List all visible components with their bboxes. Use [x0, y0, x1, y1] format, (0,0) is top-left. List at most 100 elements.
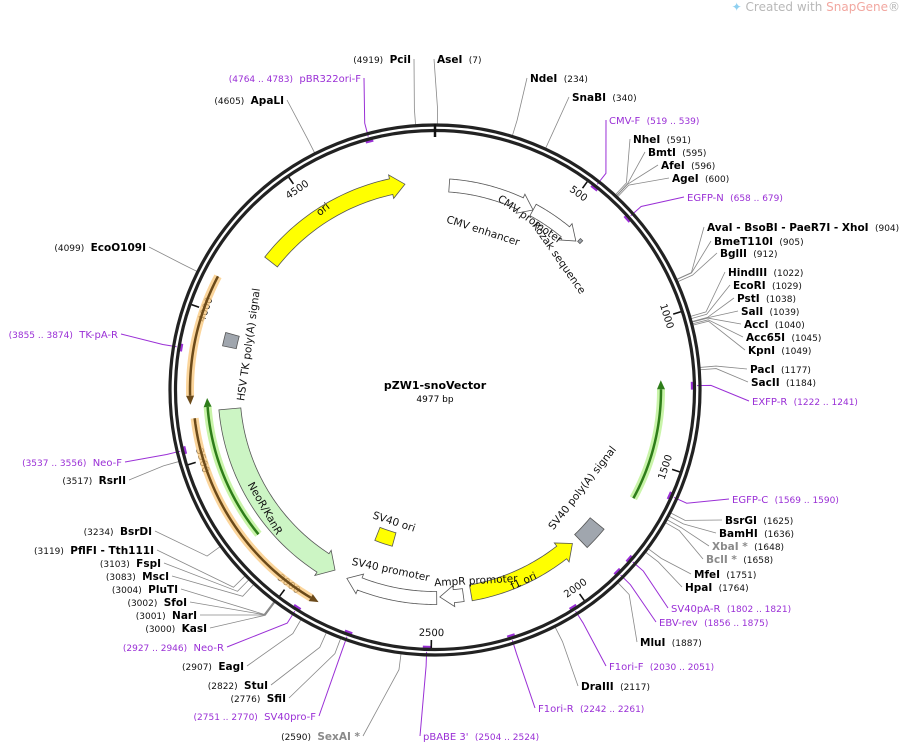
site-position: (912)	[753, 250, 777, 260]
site-name: PluTI	[148, 584, 178, 596]
feature-cmv-promoter[interactable]	[529, 203, 577, 242]
site-name: EXFP-R	[752, 397, 787, 408]
feature-segment[interactable]	[629, 380, 665, 501]
restriction-site-label[interactable]: (4919) PciI	[353, 54, 411, 66]
restriction-site-label[interactable]: (3119) PflFI - Tth111I	[34, 545, 154, 557]
restriction-site-label[interactable]: BglII (912)	[720, 248, 778, 260]
site-name: BsrDI	[120, 526, 152, 538]
restriction-site-label[interactable]: (3103) FspI	[100, 558, 161, 570]
restriction-site-label[interactable]: NdeI (234)	[530, 73, 588, 85]
site-name: Acc65I	[746, 332, 785, 344]
site-position: (3004)	[112, 586, 142, 596]
primer-label[interactable]: (4764 .. 4783) pBR322ori-F	[229, 74, 362, 85]
primer-label[interactable]: (2927 .. 2946) Neo-R	[123, 643, 224, 654]
primer-label[interactable]: (3855 .. 3874) TK-pA-R	[9, 330, 118, 341]
feature-segment[interactable]	[186, 274, 222, 405]
site-leader-line	[630, 196, 685, 217]
primer-label[interactable]: F1ori-F (2030 .. 2051)	[609, 662, 714, 673]
site-name: Neo-R	[194, 643, 225, 654]
primer-binding-mark	[365, 139, 374, 144]
site-name: SV40pro-F	[264, 712, 316, 723]
restriction-site-label[interactable]: MfeI (1751)	[694, 569, 756, 581]
feature-kozak-sequence[interactable]	[577, 237, 584, 245]
feature-hsv-tk-poly-a-signal[interactable]	[222, 332, 240, 350]
restriction-site-label[interactable]: (2590) SexAI *	[281, 731, 360, 743]
primer-label[interactable]: EGFP-N (658 .. 679)	[687, 193, 783, 204]
restriction-site-label[interactable]: KpnI (1049)	[748, 345, 811, 357]
restriction-site-label[interactable]: AfeI (596)	[661, 160, 715, 172]
restriction-site-label[interactable]: AgeI (600)	[672, 173, 729, 185]
restriction-site-label[interactable]: (3002) SfoI	[127, 597, 187, 609]
primer-label[interactable]: EXFP-R (1222 .. 1241)	[752, 397, 858, 408]
primer-label[interactable]: EBV-rev (1856 .. 1875)	[659, 618, 768, 629]
restriction-site-label[interactable]: AseI (7)	[437, 54, 482, 66]
primer-label[interactable]: (3537 .. 3556) Neo-F	[22, 458, 122, 469]
feature-sv40-ori[interactable]	[374, 526, 397, 547]
site-leader-line	[128, 461, 179, 481]
restriction-site-label[interactable]: Acc65I (1045)	[746, 332, 821, 344]
restriction-site-label[interactable]: MluI (1887)	[640, 637, 702, 649]
restriction-site-label[interactable]: (3234) BsrDI	[84, 526, 152, 538]
restriction-site-label[interactable]: PstI (1038)	[737, 293, 796, 305]
restriction-site-label[interactable]: BmeT110I (905)	[714, 236, 804, 248]
feature-segment[interactable]	[203, 397, 262, 537]
restriction-site-label[interactable]: (4099) EcoO109I	[54, 242, 146, 254]
restriction-site-label[interactable]: (3000) KasI	[145, 623, 207, 635]
primer-label[interactable]: SV40pA-R (1802 .. 1821)	[671, 604, 791, 615]
restriction-site-label[interactable]: BclI * (1658)	[706, 554, 773, 566]
restriction-site-label[interactable]: BsrGI (1625)	[725, 515, 793, 527]
primer-binding-mark	[568, 603, 577, 610]
site-name: PflFI - Tth111I	[70, 545, 154, 557]
restriction-site-label[interactable]: (3001) NarI	[136, 610, 197, 622]
restriction-site-label[interactable]: SnaBI (340)	[572, 92, 637, 104]
restriction-site-label[interactable]: (2776) SfiI	[230, 693, 286, 705]
site-name: XbaI *	[712, 541, 748, 553]
restriction-site-label[interactable]: NheI (591)	[633, 134, 691, 146]
feature-sv40-poly-a-signal[interactable]	[574, 517, 605, 549]
site-name: KpnI	[748, 345, 775, 357]
restriction-site-label[interactable]: HindIII (1022)	[728, 267, 803, 279]
feature-segment[interactable]	[190, 417, 319, 603]
site-leader-line	[620, 574, 657, 623]
site-leader-line	[288, 638, 341, 699]
restriction-site-label[interactable]: (2822) StuI	[208, 680, 268, 692]
tick-mark	[578, 593, 585, 601]
feature-cmv-enhancer[interactable]	[448, 178, 534, 214]
restriction-site-label[interactable]: AccI (1040)	[744, 319, 805, 331]
feature-ori[interactable]	[264, 174, 406, 268]
primer-label[interactable]: (2751 .. 2770) SV40pro-F	[194, 712, 317, 723]
restriction-site-label[interactable]: (4605) ApaLI	[214, 95, 284, 107]
primer-label[interactable]: CMV-F (519 .. 539)	[609, 116, 699, 127]
restriction-site-label[interactable]: SalI (1039)	[741, 306, 799, 318]
restriction-site-label[interactable]: (3004) PluTI	[112, 584, 178, 596]
restriction-site-label[interactable]: HpaI (1764)	[685, 582, 749, 594]
primer-label[interactable]: F1ori-R (2242 .. 2261)	[538, 704, 644, 715]
restriction-site-label[interactable]: PacI (1177)	[750, 364, 811, 376]
tick-mark	[187, 461, 196, 466]
restriction-site-label[interactable]: (3517) RsrII	[62, 475, 126, 487]
feature-f1-ori[interactable]	[468, 542, 573, 602]
restriction-site-label[interactable]: DraIII (2117)	[581, 681, 650, 693]
site-position: (596)	[691, 162, 715, 172]
primer-label[interactable]: pBABE 3' (2504 .. 2524)	[423, 732, 539, 743]
restriction-site-label[interactable]: SacII (1184)	[751, 377, 816, 389]
feature-ampr-promoter[interactable]	[439, 584, 465, 608]
feature-sv40-promoter[interactable]	[346, 573, 438, 605]
site-leader-line	[199, 601, 275, 616]
site-leader-line	[645, 551, 683, 588]
site-leader-line	[148, 246, 198, 272]
restriction-site-label[interactable]: (3083) MscI	[106, 571, 169, 583]
restriction-site-label[interactable]: XbaI * (1648)	[712, 541, 784, 553]
primer-label[interactable]: EGFP-C (1569 .. 1590)	[732, 495, 839, 506]
snapgene-watermark: ✦ Created with SnapGene®	[731, 0, 900, 14]
feature-neor-kanr[interactable]	[218, 407, 336, 577]
restriction-site-label[interactable]: BamHI (1636)	[719, 528, 794, 540]
site-leader-line	[670, 512, 723, 521]
restriction-site-label[interactable]: BmtI (595)	[648, 147, 706, 159]
site-position: (658 .. 679)	[730, 194, 783, 204]
restriction-site-label[interactable]: (2907) EagI	[182, 661, 244, 673]
site-position: (2242 .. 2261)	[580, 705, 644, 715]
restriction-site-label[interactable]: AvaI - BsoBI - PaeR7I - XhoI (904)	[707, 222, 899, 234]
site-leader-line	[419, 651, 428, 737]
restriction-site-label[interactable]: EcoRI (1029)	[733, 280, 802, 292]
